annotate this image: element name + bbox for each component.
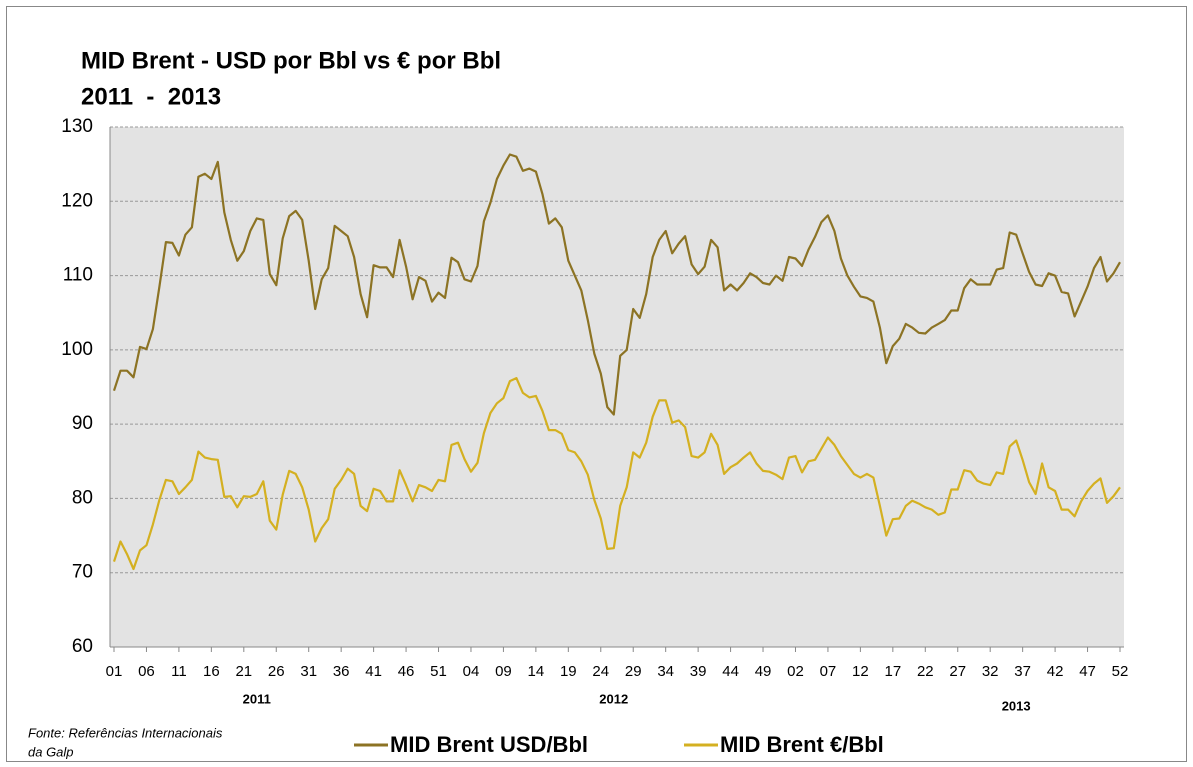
x-tick-label: 46 xyxy=(398,663,415,680)
x-tick-label: 34 xyxy=(657,663,674,680)
y-tick-label: 120 xyxy=(61,190,93,211)
series-line xyxy=(112,377,1121,571)
x-tick-label: 49 xyxy=(755,663,772,680)
x-tick-label: 24 xyxy=(592,663,609,680)
chart-subtitle: 2011 - 2013 xyxy=(81,83,221,110)
year-label: 2011 xyxy=(243,691,271,706)
x-tick-label: 52 xyxy=(1112,663,1129,680)
x-tick-label: 47 xyxy=(1079,663,1096,680)
legend-label: MID Brent USD/Bbl xyxy=(390,732,588,757)
x-tick-label: 27 xyxy=(949,663,966,680)
x-tick-label: 29 xyxy=(625,663,642,680)
x-tick-label: 39 xyxy=(690,663,707,680)
x-tick-label: 07 xyxy=(820,663,837,680)
x-tick-label: 14 xyxy=(528,663,545,680)
source-note: da Galp xyxy=(28,744,74,759)
source-note: Fonte: Referências Internacionais xyxy=(28,725,223,740)
x-tick-label: 26 xyxy=(268,663,285,680)
x-tick-label: 17 xyxy=(884,663,901,680)
x-tick-label: 16 xyxy=(203,663,220,680)
y-tick-label: 70 xyxy=(72,562,93,583)
y-tick-label: 60 xyxy=(72,636,93,657)
x-tick-label: 19 xyxy=(560,663,577,680)
x-tick-label: 36 xyxy=(333,663,350,680)
y-tick-label: 90 xyxy=(72,413,93,434)
x-tick-label: 44 xyxy=(722,663,739,680)
year-label: 2013 xyxy=(1002,698,1031,713)
x-tick-label: 02 xyxy=(787,663,804,680)
x-tick-label: 01 xyxy=(106,663,123,680)
x-tick-label: 22 xyxy=(917,663,934,680)
x-tick-label: 37 xyxy=(1014,663,1031,680)
x-tick-label: 11 xyxy=(171,663,187,680)
y-tick-label: 80 xyxy=(72,487,93,508)
legend-label: MID Brent €/Bbl xyxy=(720,732,884,757)
x-tick-label: 09 xyxy=(495,663,512,680)
x-tick-label: 31 xyxy=(300,663,317,680)
y-tick-label: 130 xyxy=(61,116,93,137)
year-label: 2012 xyxy=(599,691,628,706)
x-tick-label: 12 xyxy=(852,663,869,680)
x-tick-label: 51 xyxy=(430,663,447,680)
series-line xyxy=(112,153,1121,416)
chart-title: MID Brent - USD por Bbl vs € por Bbl xyxy=(81,47,501,74)
x-tick-label: 41 xyxy=(365,663,382,680)
x-tick-label: 21 xyxy=(235,663,252,680)
x-tick-label: 04 xyxy=(463,663,480,680)
y-tick-label: 100 xyxy=(61,339,93,360)
x-tick-label: 06 xyxy=(138,663,155,680)
x-tick-label: 32 xyxy=(982,663,999,680)
x-tick-label: 42 xyxy=(1047,663,1064,680)
y-tick-label: 110 xyxy=(63,265,93,286)
